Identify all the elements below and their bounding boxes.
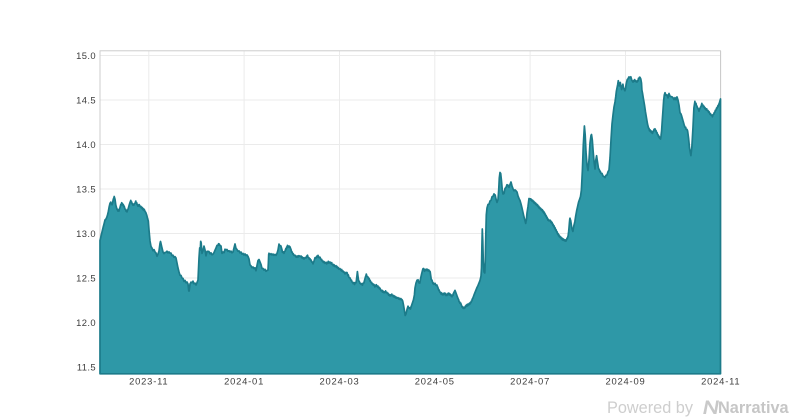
svg-text:14.0: 14.0 — [76, 139, 96, 150]
svg-text:2024-07: 2024-07 — [510, 375, 550, 386]
svg-text:2023-11: 2023-11 — [129, 375, 168, 386]
svg-text:11.5: 11.5 — [77, 361, 96, 372]
svg-text:15.0: 15.0 — [76, 50, 96, 61]
svg-text:13.0: 13.0 — [76, 228, 96, 239]
svg-text:12.0: 12.0 — [76, 317, 96, 328]
svg-text:13.5: 13.5 — [76, 183, 96, 194]
svg-text:Narrativa: Narrativa — [718, 399, 790, 417]
svg-text:Powered by: Powered by — [607, 399, 694, 417]
svg-text:2024-01: 2024-01 — [224, 375, 264, 386]
svg-text:2024-11: 2024-11 — [701, 375, 740, 386]
svg-text:2024-05: 2024-05 — [415, 375, 455, 386]
svg-text:2024-03: 2024-03 — [319, 375, 359, 386]
svg-text:2024-09: 2024-09 — [605, 375, 645, 386]
svg-text:14.5: 14.5 — [76, 94, 96, 105]
svg-text:12.5: 12.5 — [76, 272, 96, 283]
